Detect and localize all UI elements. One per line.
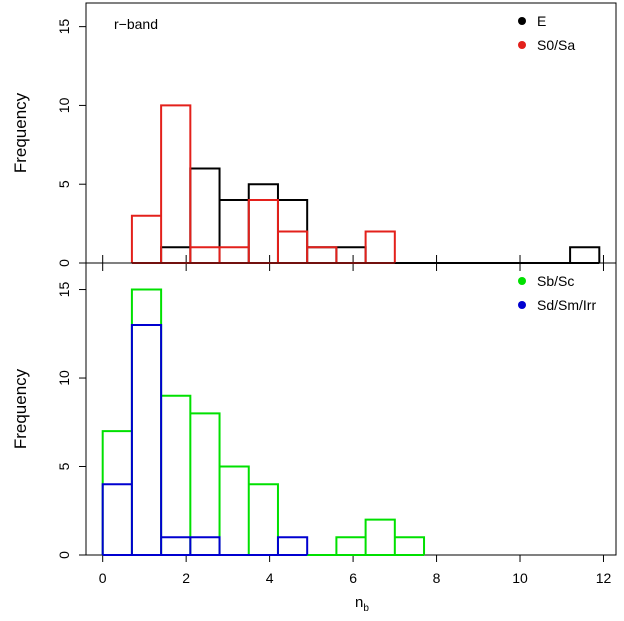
y-tick-label: 5 bbox=[56, 462, 72, 470]
y-tick-label: 5 bbox=[56, 180, 72, 188]
x-tick-label: 8 bbox=[433, 570, 441, 586]
x-tick-label: 10 bbox=[512, 570, 528, 586]
legend-marker bbox=[518, 301, 526, 309]
x-tick-label: 12 bbox=[596, 570, 612, 586]
legend-marker bbox=[518, 17, 526, 25]
y-tick-label: 15 bbox=[56, 19, 72, 35]
x-tick-label: 6 bbox=[349, 570, 357, 586]
legend-marker bbox=[518, 277, 526, 285]
x-tick-label: 0 bbox=[99, 570, 107, 586]
histogram-series-sb-sc bbox=[101, 288, 426, 556]
x-axis-title: nb bbox=[355, 594, 369, 614]
y-tick-label: 0 bbox=[56, 551, 72, 559]
y-tick-label: 15 bbox=[56, 282, 72, 298]
legend-label: S0/Sa bbox=[537, 37, 575, 53]
y-axis-title: Frequency bbox=[11, 92, 30, 173]
legend-label: Sd/Sm/Irr bbox=[537, 297, 596, 313]
panel-annotation: r−band bbox=[114, 16, 158, 32]
y-axis-title: Frequency bbox=[11, 368, 30, 449]
x-tick-label: 2 bbox=[182, 570, 190, 586]
panel-2: 0 5 10 15 Frequency Sb/Sc Sd/Sm/Irr 0 2 4 6 8 10 12 nb bbox=[11, 262, 617, 614]
x-axis-title-main: n bbox=[355, 594, 363, 611]
histogram-series-sd-sm-irr bbox=[101, 323, 309, 556]
panel-1: 0 5 10 15 Frequency E S0/Sa r−band bbox=[11, 2, 617, 271]
histogram-series-e bbox=[160, 167, 601, 264]
x-axis-title-subscript: b bbox=[363, 603, 369, 614]
legend-label: Sb/Sc bbox=[537, 273, 574, 289]
y-tick-label: 0 bbox=[56, 259, 72, 267]
y-tick-label: 10 bbox=[56, 370, 72, 386]
panels: 0 5 10 15 Frequency E S0/Sa r−band 0 5 10 15 Frequen… bbox=[11, 2, 617, 614]
legend-label: E bbox=[537, 13, 546, 29]
x-tick-label: 4 bbox=[266, 570, 274, 586]
legend-marker bbox=[518, 41, 526, 49]
y-tick-label: 10 bbox=[56, 97, 72, 113]
